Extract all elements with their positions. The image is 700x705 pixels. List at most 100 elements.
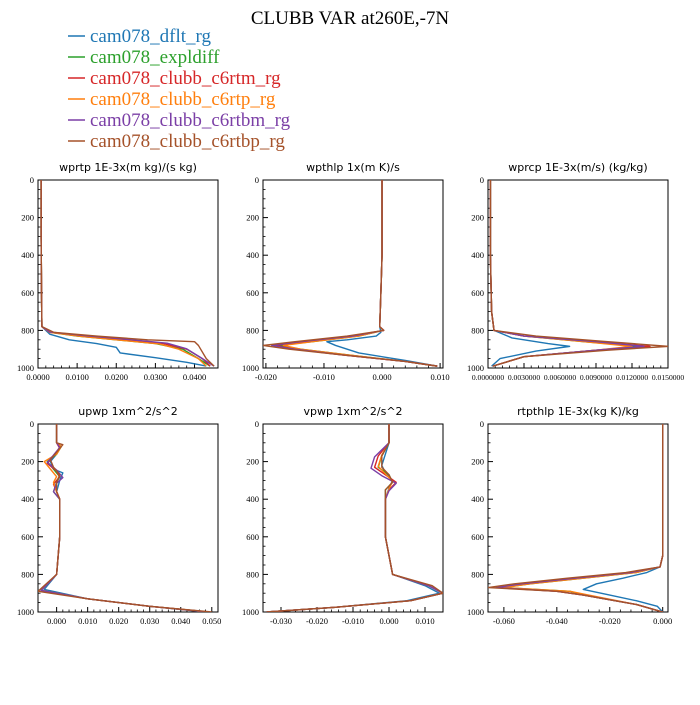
panel-upwp: upwp 1xm^2/s^2 0 200 400 600 800 1000 0.000 0.01…	[17, 405, 221, 626]
y-tick-label: 0	[480, 419, 484, 429]
x-tick-label: 0.030	[140, 616, 159, 626]
y-tick-label: 200	[471, 457, 484, 467]
y-tick-label: 800	[471, 569, 484, 579]
series-group	[266, 424, 443, 612]
y-tick-label: 600	[21, 532, 34, 542]
legend-label: cam078_dflt_rg	[90, 26, 212, 47]
legend: cam078_dflt_rgcam078_expldiffcam078_club…	[68, 26, 291, 152]
panel-title: wpthlp 1x(m K)/s	[306, 161, 400, 174]
y-tick-label: 1000	[242, 607, 259, 617]
x-tick-label: 0.0120000	[616, 373, 648, 382]
y-tick-label: 800	[21, 325, 34, 335]
series-line-cam078-clubb-c6rtbp-rg	[488, 424, 664, 612]
y-tick-label: 1000	[242, 363, 259, 373]
x-tick-label: 0.010	[415, 616, 434, 626]
x-tick-label: 0.010	[431, 372, 450, 382]
x-tick-label: -0.020	[255, 372, 277, 382]
y-tick-label: 0	[30, 175, 34, 185]
y-tick-label: 600	[471, 288, 484, 298]
series-line-cam078-clubb-c6rtbp-rg	[263, 180, 438, 367]
legend-label: cam078_clubb_c6rtm_rg	[90, 68, 281, 89]
x-tick-label: -0.010	[313, 372, 335, 382]
y-tick-label: 1000	[17, 607, 34, 617]
y-tick-label: 400	[246, 250, 259, 260]
series-group	[488, 424, 664, 612]
legend-item-cam078-clubb-c6rtp-rg: cam078_clubb_c6rtp_rg	[68, 89, 276, 110]
y-tick-label: 200	[21, 213, 34, 223]
y-tick-label: 400	[21, 250, 34, 260]
series-line-cam078-clubb-c6rtbp-rg	[489, 180, 668, 367]
series-line-cam078-clubb-c6rtp-rg	[40, 424, 209, 612]
legend-label: cam078_clubb_c6rtbp_rg	[90, 131, 285, 152]
series-group	[40, 180, 215, 367]
y-tick-label: 0	[480, 175, 484, 185]
series-line-cam078-clubb-c6rtm-rg	[266, 424, 443, 612]
panel-title: upwp 1xm^2/s^2	[78, 405, 178, 418]
plot-frame	[37, 423, 219, 613]
x-tick-label: 0.000	[379, 616, 398, 626]
series-line-cam078-clubb-c6rtp-rg	[266, 424, 443, 612]
legend-item-cam078-clubb-c6rtm-rg: cam078_clubb_c6rtm_rg	[68, 68, 281, 89]
chart-panels: wprtp 1E-3x(m kg)/(s kg) 0 200 400 600 800 100…	[17, 161, 684, 626]
plot-frame	[262, 423, 444, 613]
x-tick-label: 0.050	[202, 616, 221, 626]
y-tick-label: 600	[246, 288, 259, 298]
y-tick-label: 1000	[467, 607, 484, 617]
series-line-cam078-clubb-c6rtbp-rg	[38, 424, 212, 612]
plot-frame	[262, 179, 444, 369]
panel-wprcp: wprcp 1E-3x(m/s) (kg/kg) 0 200 400 600 800 100…	[467, 161, 684, 382]
x-tick-label: 0.0060000	[544, 373, 576, 382]
panel-title: vpwp 1xm^2/s^2	[303, 405, 402, 418]
y-tick-label: 400	[246, 494, 259, 504]
y-tick-label: 400	[471, 494, 484, 504]
x-tick-label: -0.060	[493, 616, 515, 626]
x-tick-label: 0.010	[78, 616, 97, 626]
y-tick-label: 200	[21, 457, 34, 467]
series-line-cam078-clubb-c6rtm-rg	[40, 424, 209, 612]
y-tick-label: 0	[255, 175, 259, 185]
x-tick-label: 0.020	[109, 616, 128, 626]
figure-title: CLUBB VAR at260E,-7N	[251, 8, 450, 29]
panel-title: wprcp 1E-3x(m/s) (kg/kg)	[508, 161, 647, 174]
x-tick-label: 0.040	[171, 616, 190, 626]
panel-vpwp: vpwp 1xm^2/s^2 0 200 400 600 800 1000 -0.030 -0.…	[242, 405, 444, 626]
series-line-cam078-expldiff	[40, 424, 209, 612]
series-line-cam078-clubb-c6rtbm-rg	[266, 424, 443, 612]
y-tick-label: 800	[21, 569, 34, 579]
legend-label: cam078_clubb_c6rtbm_rg	[90, 110, 291, 131]
panel-title: wprtp 1E-3x(m kg)/(s kg)	[59, 161, 197, 174]
x-tick-label: 0.0030000	[508, 373, 540, 382]
y-tick-label: 1000	[17, 363, 34, 373]
series-group	[38, 424, 212, 612]
y-tick-label: 200	[246, 213, 259, 223]
legend-item-cam078-expldiff: cam078_expldiff	[68, 47, 220, 68]
series-line-cam078-expldiff	[266, 424, 443, 612]
y-tick-label: 400	[21, 494, 34, 504]
x-tick-label: -0.010	[342, 616, 364, 626]
panel-rtpthlp: rtpthlp 1E-3x(kg K)/kg02004006008001000-…	[467, 405, 672, 626]
x-tick-label: 0.000	[372, 372, 391, 382]
y-tick-label: 600	[471, 532, 484, 542]
x-tick-label: 0.0200	[105, 372, 128, 382]
panel-wpthlp: wpthlp 1x(m K)/s 0 200 400 600 800 1000-0.020 -…	[242, 161, 450, 382]
panel-title: rtpthlp 1E-3x(kg K)/kg	[517, 405, 639, 418]
y-tick-label: 400	[471, 250, 484, 260]
legend-item-cam078-clubb-c6rtbp-rg: cam078_clubb_c6rtbp_rg	[68, 131, 285, 152]
y-tick-label: 600	[21, 288, 34, 298]
x-tick-label: -0.030	[270, 616, 292, 626]
x-tick-label: 0.0100	[65, 372, 88, 382]
legend-label: cam078_clubb_c6rtp_rg	[90, 89, 276, 110]
x-tick-label: -0.040	[546, 616, 568, 626]
y-tick-label: 600	[246, 532, 259, 542]
x-tick-label: 0.0000	[26, 372, 49, 382]
panel-wprtp: wprtp 1E-3x(m kg)/(s kg) 0 200 400 600 800 100…	[17, 161, 219, 382]
x-tick-label: 0.0400	[183, 372, 206, 382]
y-tick-label: 800	[471, 325, 484, 335]
y-tick-label: 0	[30, 419, 34, 429]
y-tick-label: 1000	[467, 363, 484, 373]
y-tick-label: 200	[471, 213, 484, 223]
legend-item-cam078-dflt-rg: cam078_dflt_rg	[68, 26, 212, 47]
x-tick-label: 0.0300	[144, 372, 167, 382]
